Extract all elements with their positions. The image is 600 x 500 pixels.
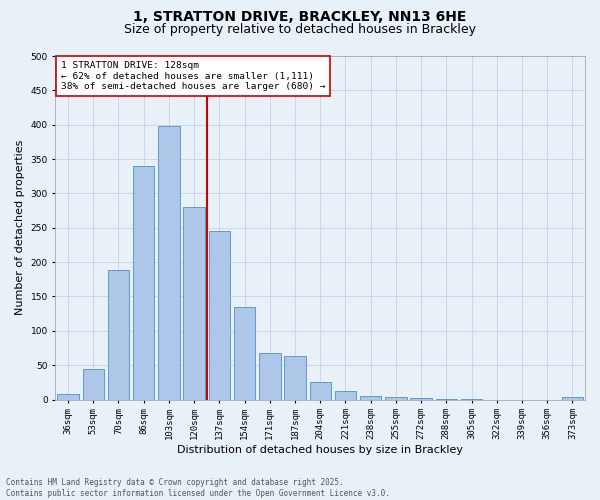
Bar	[310, 382, 331, 400]
Bar	[562, 398, 583, 400]
Bar	[360, 396, 382, 400]
Bar	[410, 398, 432, 400]
Bar	[184, 207, 205, 400]
Bar	[335, 392, 356, 400]
Y-axis label: Number of detached properties: Number of detached properties	[15, 140, 25, 316]
Text: Contains HM Land Registry data © Crown copyright and database right 2025.
Contai: Contains HM Land Registry data © Crown c…	[6, 478, 390, 498]
Bar	[209, 231, 230, 400]
Bar	[284, 356, 306, 400]
Bar	[133, 166, 154, 400]
Bar	[158, 126, 179, 400]
Bar	[259, 353, 281, 400]
Text: 1 STRATTON DRIVE: 128sqm
← 62% of detached houses are smaller (1,111)
38% of sem: 1 STRATTON DRIVE: 128sqm ← 62% of detach…	[61, 61, 325, 91]
X-axis label: Distribution of detached houses by size in Brackley: Distribution of detached houses by size …	[177, 445, 463, 455]
Bar	[108, 270, 129, 400]
Bar	[234, 307, 255, 400]
Text: Size of property relative to detached houses in Brackley: Size of property relative to detached ho…	[124, 22, 476, 36]
Bar	[83, 368, 104, 400]
Bar	[436, 399, 457, 400]
Bar	[58, 394, 79, 400]
Bar	[385, 397, 407, 400]
Text: 1, STRATTON DRIVE, BRACKLEY, NN13 6HE: 1, STRATTON DRIVE, BRACKLEY, NN13 6HE	[133, 10, 467, 24]
Bar	[461, 399, 482, 400]
